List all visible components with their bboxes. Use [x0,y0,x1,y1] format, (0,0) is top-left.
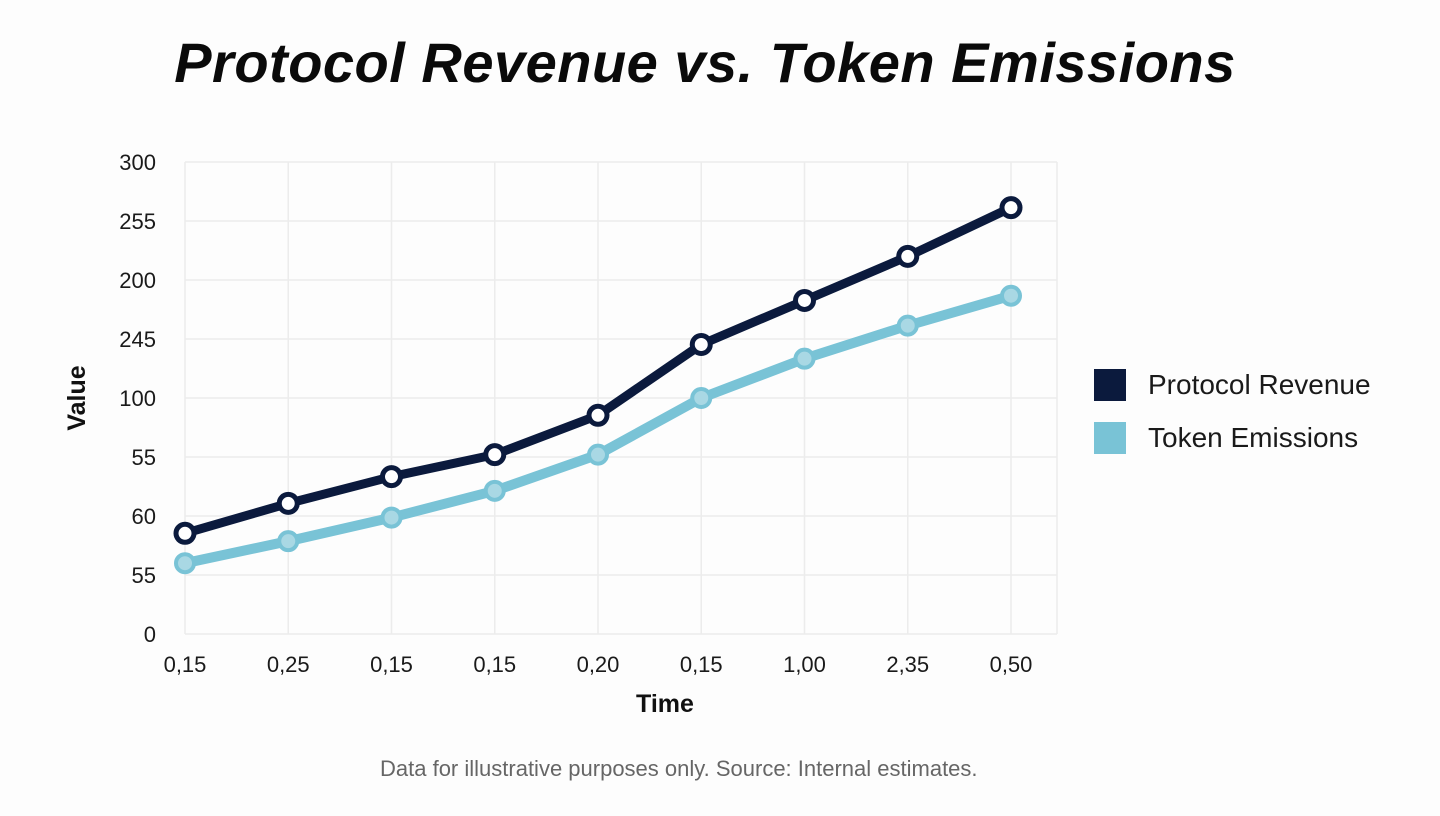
data-point [896,314,919,337]
y-tick-label: 55 [132,445,156,470]
legend-swatch [1094,368,1126,401]
y-tick-label: 255 [119,209,156,234]
data-point [277,530,300,553]
legend-label: Token Emissions [1148,421,1359,453]
legend-item-protocol-revenue[interactable]: Protocol Revenue [1094,358,1371,411]
data-point [483,479,506,502]
x-tick-label: 0,15 [164,652,207,677]
data-point [690,387,713,409]
data-point [999,196,1023,220]
data-point [380,506,403,529]
y-tick-label: 200 [119,268,156,293]
data-point [586,403,610,427]
x-tick-label: 0,15 [370,652,413,677]
x-tick-label: 0,20 [577,652,620,677]
data-point [483,443,507,467]
legend-label: Protocol Revenue [1148,368,1371,400]
data-point [587,443,609,466]
x-axis-label: Time [636,690,694,718]
legend: Protocol Revenue Token Emissions [1094,358,1371,464]
data-point [896,244,920,268]
y-tick-label: 100 [119,386,156,411]
data-point [380,465,403,489]
y-tick-label: 245 [119,327,156,352]
x-tick-label: 2,35 [886,652,929,677]
x-tick-label: 1,00 [783,652,826,677]
y-tick-label: 0 [144,622,156,647]
data-point [793,347,816,370]
y-tick-label: 300 [119,150,156,175]
x-tick-label: 0,50 [990,652,1033,677]
x-tick-label: 0,15 [473,652,516,677]
y-tick-label: 60 [132,504,156,529]
data-point [689,333,713,357]
data-point [276,491,300,515]
x-tick-label: 0,25 [267,652,310,677]
data-point [1000,284,1022,307]
data-point [793,288,816,312]
legend-swatch [1094,421,1126,454]
data-point [173,521,197,545]
y-axis-label: Value [63,365,91,430]
footnote: Data for illustrative purposes only. Sou… [380,756,978,781]
x-tick-label: 0,15 [680,652,723,677]
data-point [174,552,196,575]
y-tick-label: 55 [132,563,156,588]
legend-item-token-emissions[interactable]: Token Emissions [1094,411,1371,464]
chart-title: Protocol Revenue vs. Token Emissions [174,31,1236,94]
